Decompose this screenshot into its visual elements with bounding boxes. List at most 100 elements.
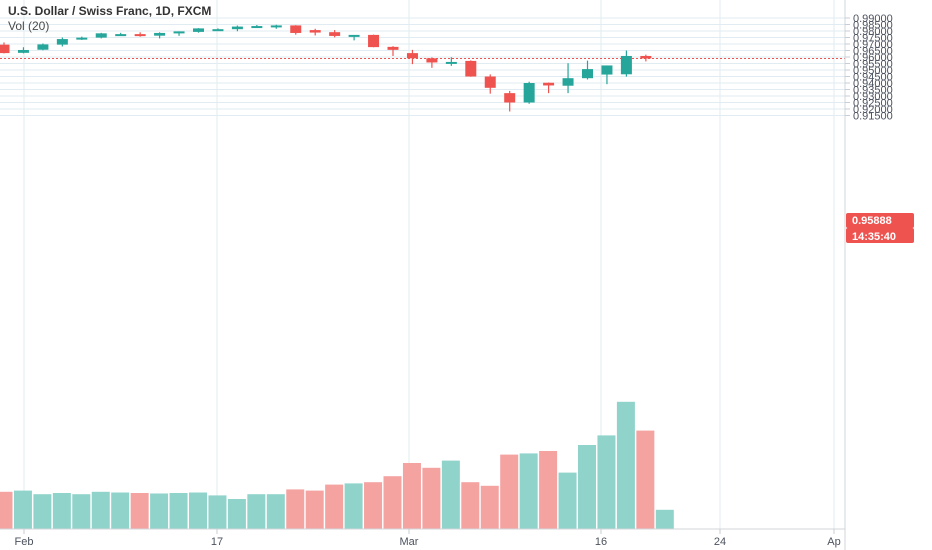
volume-bar [208,495,227,529]
price-axis[interactable]: 0.990000.985000.980000.975000.970000.965… [845,13,893,123]
x-tick-label: Mar [400,536,419,548]
y-tick-label: 0.95500 [853,59,893,71]
candle [484,74,496,94]
candle-body [504,93,516,103]
candle [543,82,555,94]
volume-bar [402,463,421,529]
candle-body [56,39,68,45]
volume-bar [189,492,207,529]
candle [95,32,107,39]
y-tick-label: 0.95000 [853,65,893,77]
candle-body [154,32,166,36]
candle-body [212,29,224,32]
y-tick-label: 0.92000 [853,104,893,116]
volume-bar [539,451,558,529]
candle-body [387,46,399,50]
candle [582,60,593,80]
volume-bar [150,493,169,529]
candle-body [465,60,477,77]
y-tick-label: 0.94000 [853,78,893,90]
candle [115,32,127,37]
y-tick-label: 0.93500 [853,85,893,97]
chart-legend: U.S. Dollar / Swiss Franc, 1D, FXCM Vol … [8,4,211,34]
volume-bar [227,499,246,529]
candle-body [426,58,438,63]
x-tick-label: 16 [595,536,607,548]
volume-indicator-label[interactable]: Vol (20) [8,19,50,33]
gridlines [0,0,845,529]
candle-body [620,55,632,75]
countdown-tag: 14:35:40 [846,228,914,243]
candle-body [134,34,146,37]
candle-body [445,61,457,64]
candle [76,36,88,40]
y-tick-label: 0.91500 [853,111,893,123]
candle-body [173,31,185,34]
candle [640,54,652,62]
candle [387,46,399,56]
time-axis[interactable]: Feb 17 Mar 16 24 Ap [15,529,841,548]
volume-bar [247,494,266,529]
volume-bar [519,453,538,529]
x-tick-label: 24 [714,536,726,548]
candle-body [601,65,613,75]
candle-body [640,55,652,59]
volume-bar [91,491,110,529]
candle [465,60,477,77]
candle [562,63,574,94]
candle [601,65,613,85]
candle [0,42,10,54]
y-tick-label: 0.93000 [853,91,893,103]
candle-body [309,30,321,33]
candle [309,28,321,36]
y-tick-label: 0.92500 [853,98,893,110]
candle [17,47,29,54]
countdown-label: 14:35:40 [852,231,896,243]
candle [290,25,302,35]
volume-bar [169,493,188,529]
candle [231,25,243,32]
volume-bar [655,509,674,529]
candle [154,32,166,39]
symbol-title[interactable]: U.S. Dollar / Swiss Franc, 1D, FXCM [8,4,212,18]
y-tick-label: 0.94500 [853,72,893,84]
y-tick-label: 0.96500 [853,46,893,58]
candle [134,32,146,37]
candle [212,28,224,32]
candle [173,31,185,36]
candle [270,24,282,29]
candle-body [115,34,127,37]
candle-body [368,34,380,48]
volume-bar [558,472,577,529]
volume-bar [500,454,519,529]
volume-bar [130,493,149,529]
volume-bar [480,485,499,529]
volume-bars [0,401,674,529]
candle [329,30,341,38]
candle-body [543,82,555,86]
volume-bar [0,491,13,529]
volume-bar [13,490,32,529]
last-price-label: 0.95888 [852,215,892,227]
volume-bar [597,435,616,529]
volume-bar [364,482,383,529]
x-tick-label: Feb [15,536,34,548]
candle-body [582,69,593,79]
candle-body [0,44,10,54]
candle-body [17,49,29,53]
volume-bar [636,430,655,529]
candle-body [562,78,574,86]
candle [406,49,418,65]
y-tick-label: 0.98500 [853,20,893,32]
y-tick-label: 0.98000 [853,26,893,38]
volume-bar [33,494,52,529]
candle-body [406,53,418,59]
candle [37,43,49,51]
volume-bar [344,483,363,529]
candle-body [95,33,107,38]
candle [56,37,68,47]
volume-bar [325,484,344,529]
volume-bar [52,493,71,529]
volume-bar [305,490,324,529]
